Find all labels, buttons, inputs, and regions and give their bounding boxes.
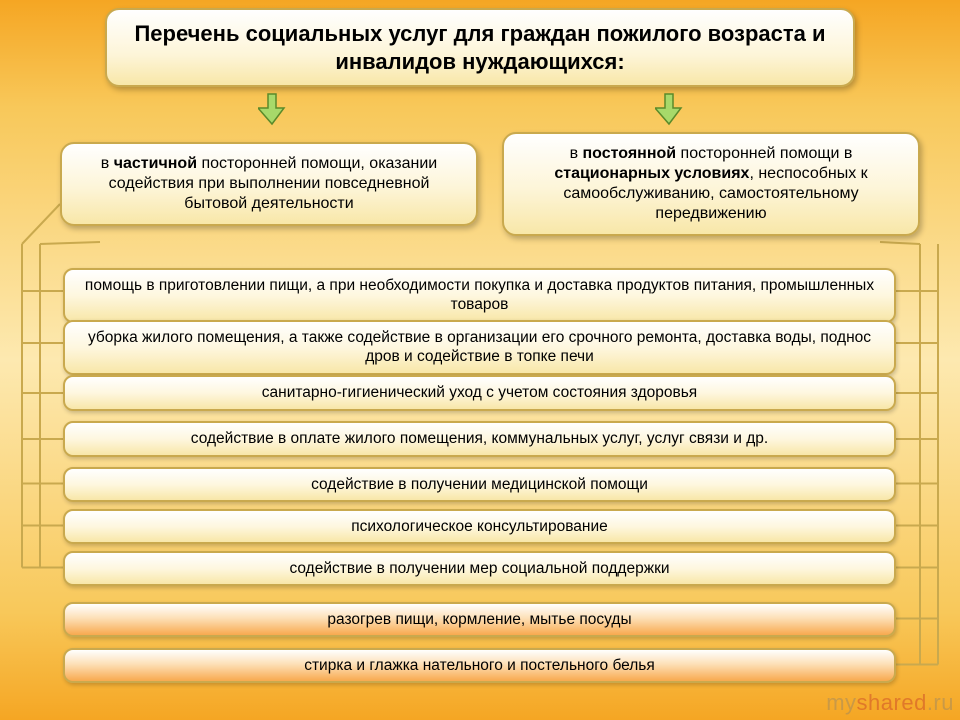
service-item-text: содействие в оплате жилого помещения, ко… <box>191 429 768 448</box>
service-item-text: санитарно-гигиенический уход с учетом со… <box>262 383 697 402</box>
title-box: Перечень социальных услуг для граждан по… <box>105 8 855 87</box>
service-item-1: уборка жилого помещения, а также содейст… <box>63 320 896 375</box>
service-item-text: помощь в приготовлении пищи, а при необх… <box>79 276 880 315</box>
service-item-0: помощь в приготовлении пищи, а при необх… <box>63 268 896 323</box>
service-item-text: содействие в получении медицинской помощ… <box>311 475 648 494</box>
service-item-3: содействие в оплате жилого помещения, ко… <box>63 421 896 457</box>
service-item-6: содействие в получении мер социальной по… <box>63 551 896 586</box>
service-item-5: психологическое консультирование <box>63 509 896 544</box>
service-item-4: содействие в получении медицинской помощ… <box>63 467 896 502</box>
service-item-2: санитарно-гигиенический уход с учетом со… <box>63 375 896 411</box>
arrow-down-right <box>655 92 683 126</box>
watermark-plain: my <box>826 690 856 715</box>
watermark: myshared.ru <box>826 690 954 716</box>
watermark-red: shared <box>857 690 927 715</box>
arrow-down-left <box>258 92 286 126</box>
service-item-text: содействие в получении мер социальной по… <box>289 559 669 578</box>
branch-left: в частичной посторонней помощи, оказании… <box>60 142 478 226</box>
service-item-8: стирка и глажка нательного и постельного… <box>63 648 896 683</box>
title-text: Перечень социальных услуг для граждан по… <box>134 21 825 74</box>
service-item-text: стирка и глажка нательного и постельного… <box>304 656 655 675</box>
service-item-text: уборка жилого помещения, а также содейст… <box>79 328 880 367</box>
branch-right: в постоянной посторонней помощи в стацио… <box>502 132 920 236</box>
service-item-7: разогрев пищи, кормление, мытье посуды <box>63 602 896 637</box>
service-item-text: психологическое консультирование <box>351 517 607 536</box>
service-item-text: разогрев пищи, кормление, мытье посуды <box>327 610 631 629</box>
